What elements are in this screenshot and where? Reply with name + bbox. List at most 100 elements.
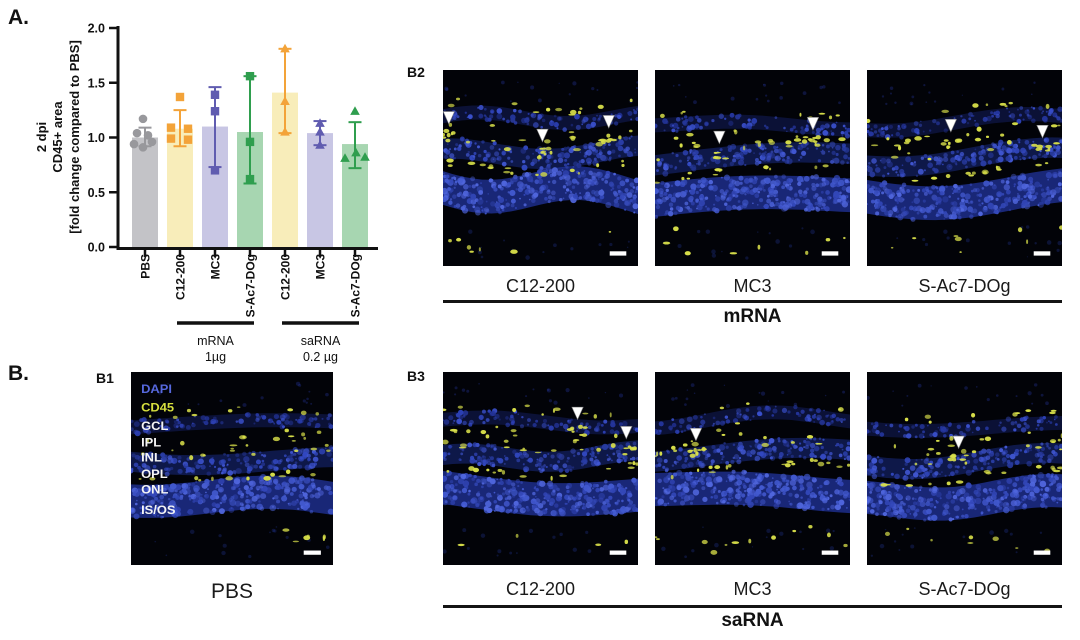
cd45-signal <box>628 129 633 133</box>
x-tick-label: C12-200 <box>174 254 188 300</box>
cd45-signal <box>446 470 450 473</box>
cd45-signal <box>522 447 526 450</box>
micro-image-b2-3 <box>865 70 1065 266</box>
cd45-signal <box>488 164 494 170</box>
b1-caption: PBS <box>210 580 254 603</box>
cd45-signal <box>225 476 233 481</box>
cd45-signal <box>1053 142 1060 145</box>
cd45-signal <box>315 412 320 416</box>
cd45-signal <box>701 539 708 545</box>
cd45-signal <box>984 436 992 442</box>
cd45-signal <box>914 136 922 141</box>
cd45-signal <box>884 531 890 537</box>
cd45-signal <box>540 172 548 177</box>
data-point <box>210 90 220 99</box>
cd45-signal <box>519 449 528 452</box>
cd45-signal <box>985 471 992 475</box>
cd45-signal <box>792 529 797 533</box>
cd45-signal <box>593 414 597 419</box>
cd45-signal <box>914 462 918 466</box>
cd45-signal <box>996 166 1001 171</box>
cd45-signal <box>1050 409 1057 412</box>
cd45-signal <box>316 430 322 434</box>
cd45-signal <box>229 444 238 447</box>
cd45-signal <box>550 449 557 452</box>
cd45-signal <box>515 533 519 538</box>
cd45-signal <box>656 158 660 162</box>
cd45-signal <box>928 482 932 486</box>
cd45-signal <box>480 429 487 435</box>
arrowhead-icon <box>1036 124 1049 139</box>
cd45-signal <box>449 428 458 432</box>
cd45-signal <box>573 147 581 152</box>
panel-b1-tag: B1 <box>96 370 114 386</box>
cd45-signal <box>1025 444 1030 448</box>
cd45-signal <box>467 161 476 165</box>
cd45-signal <box>294 449 299 453</box>
cd45-signal <box>489 124 496 127</box>
cd45-signal <box>930 176 938 180</box>
cd45-signal <box>447 164 453 168</box>
cd45-signal <box>843 236 846 240</box>
cd45-signal <box>729 252 738 255</box>
cd45-signal <box>679 143 683 148</box>
data-point <box>315 127 325 136</box>
b3-group-label: saRNA <box>721 610 784 631</box>
cd45-signal <box>569 168 575 173</box>
cd45-signal <box>719 406 725 410</box>
cd45-signal <box>503 170 511 174</box>
panel-b-label: B. <box>8 362 29 385</box>
cd45-signal <box>478 247 481 252</box>
cd45-signal <box>966 132 970 137</box>
cd45-signal <box>597 104 604 109</box>
cd45-signal <box>987 147 995 152</box>
layer-label: INL <box>141 451 162 465</box>
cd45-signal <box>992 536 999 542</box>
layer-label: IPL <box>141 436 161 450</box>
lipid-label: C12-200 <box>505 579 576 599</box>
cd45-signal <box>959 251 962 254</box>
cd45-signal <box>146 438 149 443</box>
cd45-signal <box>282 528 290 532</box>
b2-group-label: mRNA <box>723 306 782 327</box>
data-point <box>210 166 220 175</box>
cd45-signal <box>613 433 618 439</box>
cd45-signal <box>497 468 503 473</box>
micro-svg-b3-3 <box>864 372 1065 565</box>
cd45-signal <box>904 417 909 422</box>
retina-layer-band <box>655 437 850 472</box>
micro-svg-b3-2 <box>652 372 853 565</box>
panel-b3-tag: B3 <box>407 368 425 384</box>
cd45-signal <box>618 135 622 140</box>
error-bar-6 <box>348 121 362 170</box>
b2-group-line <box>443 300 1062 303</box>
cd45-signal <box>1035 464 1042 469</box>
cd45-signal <box>519 475 527 478</box>
cd45-signal <box>211 476 214 482</box>
cd45-signal <box>886 137 890 141</box>
cd45-signal <box>465 140 471 144</box>
cd45-signal <box>960 448 967 454</box>
lipid-label: C12-200 <box>505 276 576 296</box>
cd45-signal <box>738 432 743 436</box>
cd45-signal <box>491 139 496 142</box>
cd45-signal <box>971 450 977 454</box>
cd45-signal <box>954 236 962 242</box>
cd45-signal <box>1000 133 1005 137</box>
cd45-signal <box>967 542 974 544</box>
micro-svg-b2-1 <box>440 70 640 266</box>
lipid-label: MC3 <box>733 579 772 599</box>
cd45-signal <box>189 455 194 461</box>
cd45-signal <box>673 136 679 140</box>
cd45-signal <box>495 425 499 429</box>
cd45-signal <box>765 165 768 170</box>
arrowhead-icon <box>571 406 584 421</box>
cd45-signal <box>627 466 635 469</box>
cd45-signal <box>693 146 699 148</box>
cd45-signal <box>843 543 848 548</box>
cd45-signal <box>447 103 455 108</box>
cd45-signal <box>518 139 527 142</box>
cd45-signal <box>718 169 721 173</box>
data-point <box>166 123 176 132</box>
